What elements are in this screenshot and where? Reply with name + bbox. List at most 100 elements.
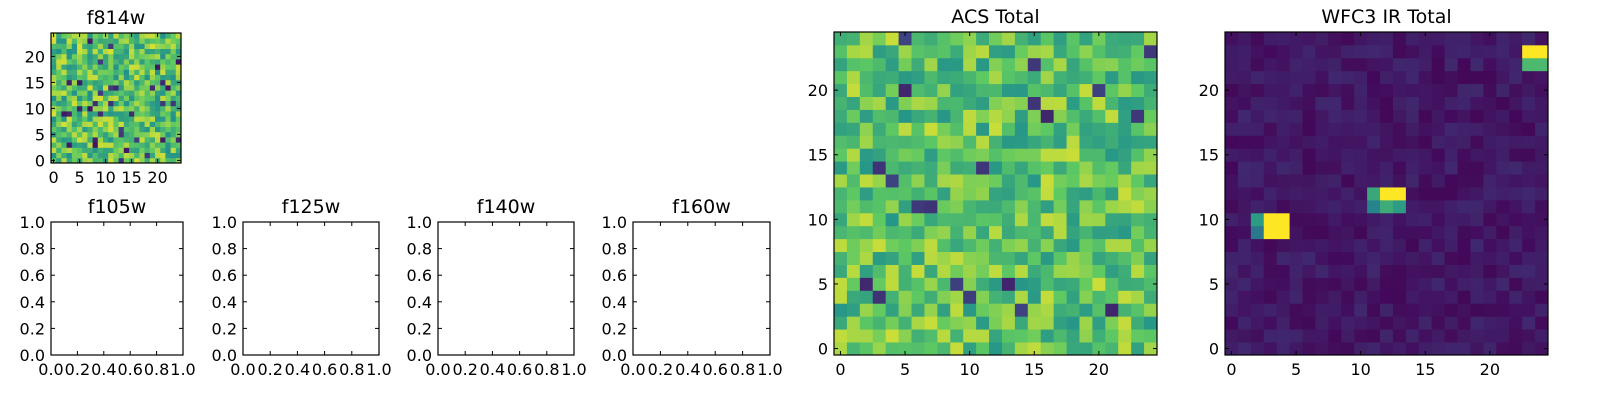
heatmap-cell — [937, 316, 951, 330]
heatmap-cell — [1380, 57, 1394, 72]
heatmap-cell — [77, 59, 83, 65]
heatmap-cell — [113, 95, 119, 101]
heatmap-cell — [1380, 342, 1394, 356]
heatmap-cell — [1131, 135, 1145, 149]
heatmap-cell — [1457, 174, 1471, 188]
heatmap-cell — [1418, 225, 1433, 240]
heatmap-cell — [937, 32, 951, 46]
heatmap-cell — [1066, 96, 1080, 110]
heatmap-cell — [1470, 316, 1484, 330]
heatmap-cell — [1302, 161, 1316, 175]
heatmap-cell — [56, 111, 62, 117]
heatmap-cell — [1302, 212, 1316, 227]
heatmap-cell — [1328, 225, 1342, 240]
heatmap-cell — [1144, 277, 1158, 291]
heatmap-cell — [1431, 264, 1446, 278]
heatmap-cell — [1027, 44, 1042, 59]
y-tick-label: 15 — [1199, 146, 1219, 165]
heatmap-cell — [1535, 70, 1549, 85]
heatmap-cell — [1144, 238, 1158, 253]
heatmap-cell — [87, 152, 93, 159]
heatmap-cell — [1380, 329, 1394, 343]
heatmap-cell — [1418, 251, 1433, 265]
heatmap-cell — [872, 148, 887, 162]
heatmap-cell — [82, 38, 88, 44]
heatmap-cell — [1405, 329, 1420, 343]
heatmap-cell — [139, 142, 145, 148]
heatmap-cell — [1289, 342, 1303, 356]
heatmap-cell — [170, 121, 177, 127]
heatmap-cell — [87, 64, 93, 70]
heatmap-cell — [1225, 316, 1239, 330]
heatmap-cell — [1470, 329, 1484, 343]
heatmap-cell — [885, 32, 899, 46]
heatmap-cell — [175, 100, 182, 107]
heatmap-cell — [82, 69, 88, 75]
heatmap-cell — [1250, 316, 1265, 330]
x-tick-label: 20 — [1480, 360, 1500, 379]
heatmap-cell — [144, 100, 151, 107]
heatmap-cell — [976, 83, 990, 97]
heatmap-cell — [872, 135, 887, 149]
heatmap-cell — [1444, 148, 1458, 162]
heatmap-cell — [118, 147, 125, 153]
heatmap-cell — [1001, 303, 1016, 317]
heatmap-cell — [989, 199, 1003, 214]
heatmap-cell — [1144, 329, 1158, 343]
heatmap-cell — [66, 79, 73, 86]
heatmap-cell — [155, 85, 161, 91]
heatmap-cell — [1053, 83, 1067, 97]
heatmap-cell — [1263, 329, 1278, 343]
heatmap-cell — [1250, 32, 1265, 46]
heatmap-cell — [1144, 96, 1158, 110]
heatmap-cell — [1276, 32, 1290, 46]
heatmap-cell — [859, 44, 874, 59]
heatmap-cell — [1341, 174, 1355, 188]
heatmap-cell — [1509, 83, 1523, 97]
heatmap-cell — [97, 64, 104, 70]
heatmap-cell — [144, 152, 151, 159]
heatmap-cell — [1131, 174, 1145, 188]
heatmap-cell — [1225, 187, 1239, 201]
heatmap-cell — [898, 225, 912, 240]
heatmap-cell — [976, 264, 990, 278]
heatmap-cell — [1315, 44, 1329, 59]
heatmap-cell — [87, 74, 93, 81]
heatmap-cell — [1535, 290, 1549, 304]
heatmap-cell — [1131, 187, 1145, 201]
heatmap-cell — [1392, 199, 1407, 214]
heatmap-cell — [1483, 32, 1497, 46]
heatmap-cell — [937, 174, 951, 188]
heatmap-cell — [1341, 32, 1355, 46]
heatmap-cell — [1315, 174, 1329, 188]
heatmap-cell — [1144, 70, 1158, 85]
heatmap-cell — [1092, 225, 1106, 240]
heatmap-cell — [56, 116, 62, 122]
heatmap-cell — [1250, 44, 1265, 59]
heatmap-cell — [175, 95, 182, 101]
heatmap-cell — [1315, 329, 1329, 343]
heatmap-cell — [1315, 212, 1329, 227]
heatmap-cell — [859, 251, 874, 265]
heatmap-cell — [139, 116, 145, 122]
heatmap-cell — [66, 116, 73, 122]
heatmap-cell — [1289, 148, 1303, 162]
x-tick-label: 15 — [1024, 360, 1044, 379]
heatmap-cell — [1418, 342, 1433, 356]
heatmap-cell — [97, 142, 104, 148]
heatmap-cell — [898, 277, 912, 291]
heatmap-cell — [175, 64, 182, 70]
heatmap-cell — [1027, 277, 1042, 291]
heatmap-cell — [1105, 225, 1119, 240]
x-tick-label: 0.8 — [730, 360, 755, 379]
heatmap-cell — [885, 174, 899, 188]
heatmap-cell — [885, 44, 899, 59]
heatmap-cell — [71, 100, 78, 107]
heatmap-cell — [1444, 57, 1458, 72]
heatmap-cell — [61, 157, 67, 164]
heatmap-cell — [82, 100, 88, 107]
heatmap-cell — [1535, 303, 1549, 317]
heatmap-cell — [160, 137, 166, 143]
heatmap-cell — [898, 57, 912, 72]
heatmap-cell — [1509, 303, 1523, 317]
